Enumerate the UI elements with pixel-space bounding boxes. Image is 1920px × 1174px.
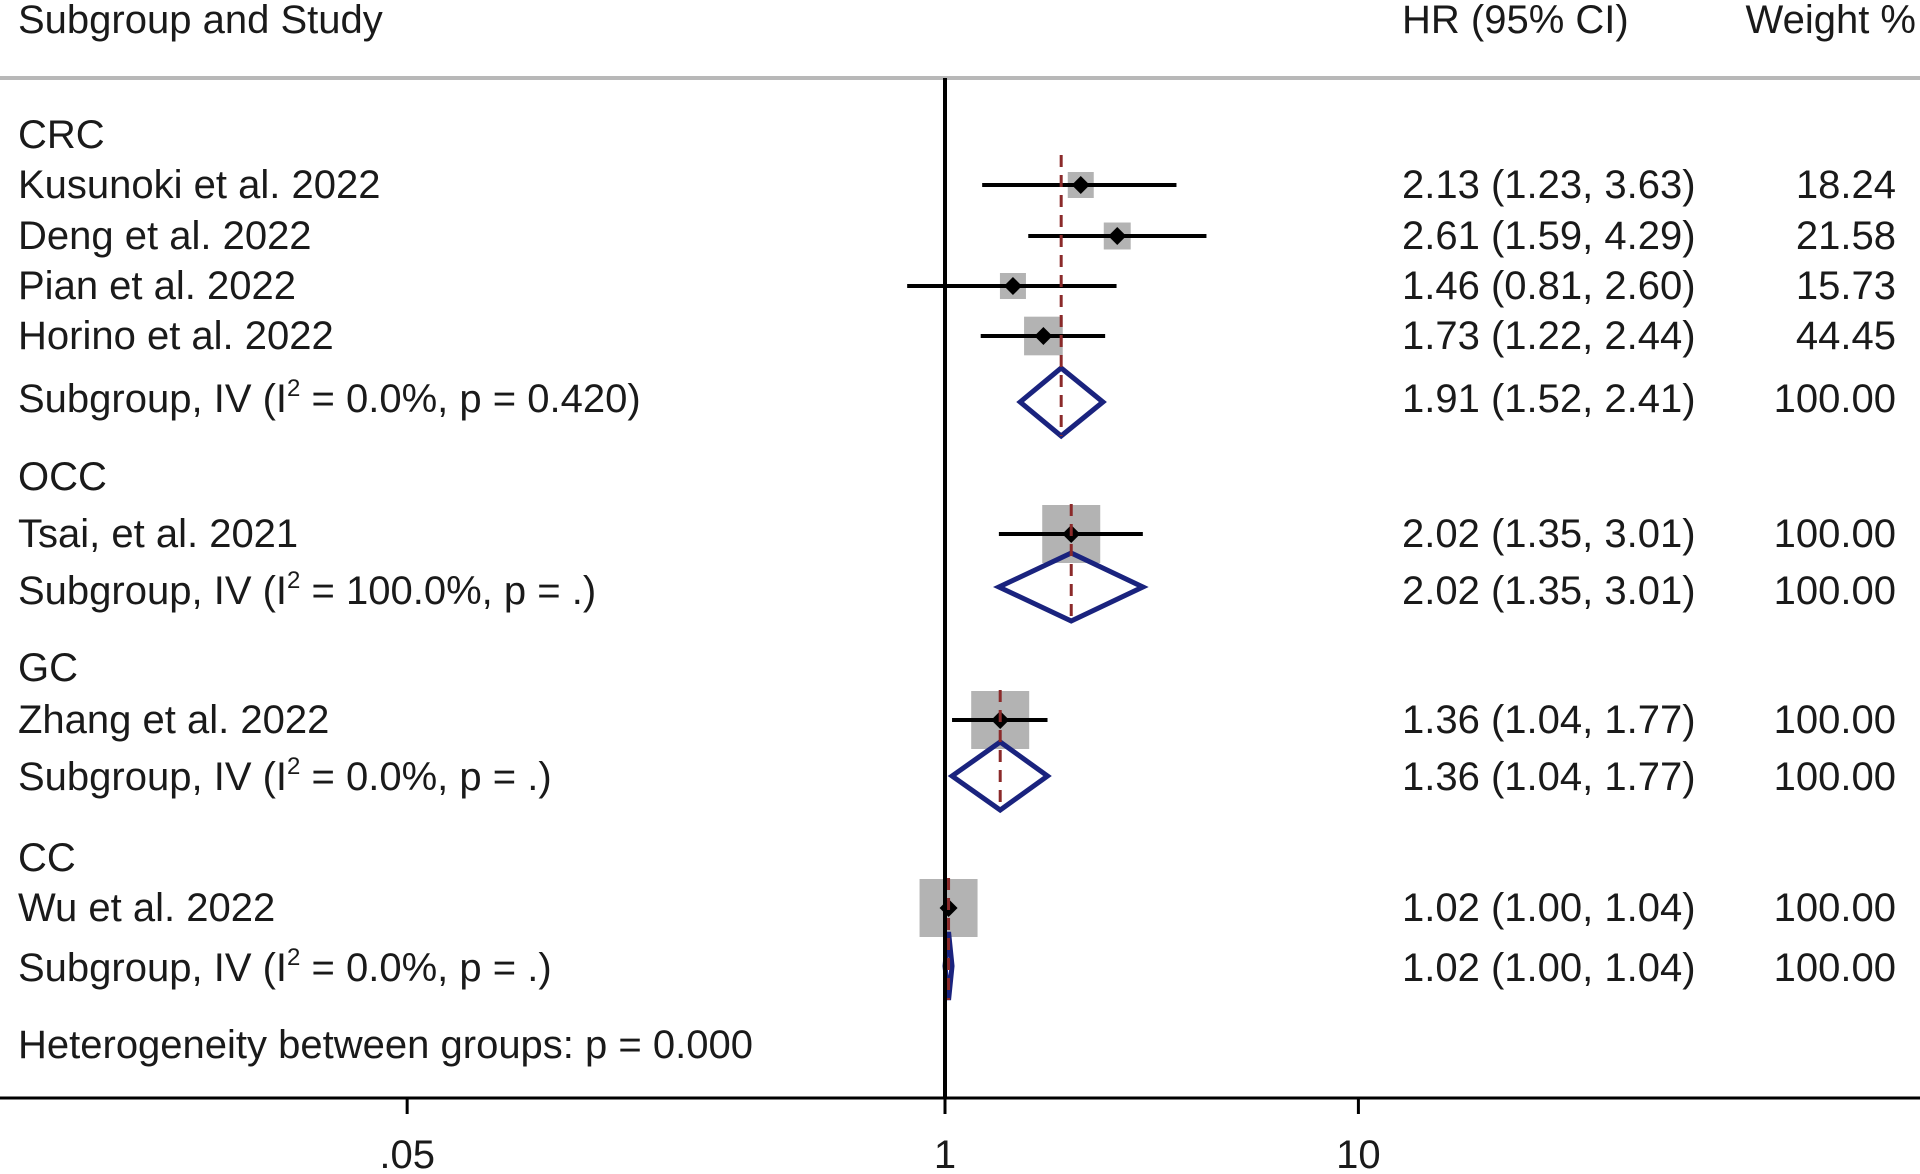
study-label: Zhang et al. 2022 bbox=[18, 698, 329, 742]
group-heading-gc: GC bbox=[18, 646, 78, 690]
point-estimate bbox=[1003, 277, 1022, 295]
group-heading-crc: CRC bbox=[18, 113, 105, 157]
header-effect: HR (95% CI) bbox=[1402, 0, 1629, 42]
subgroup-label: Subgroup, IV (I2 = 0.0%, p = 0.420) bbox=[18, 375, 641, 421]
point-estimate bbox=[1034, 327, 1053, 345]
study-weight: 18.24 bbox=[1796, 163, 1896, 207]
study-weight: 15.73 bbox=[1796, 264, 1896, 308]
study-label: Wu et al. 2022 bbox=[18, 886, 275, 930]
study-label: Deng et al. 2022 bbox=[18, 214, 312, 258]
subgroup-label-post: = 0.0%, p = .) bbox=[300, 946, 551, 990]
subgroup-label-post: = 0.0%, p = .) bbox=[300, 755, 551, 799]
header-study: Subgroup and Study bbox=[18, 0, 383, 42]
subgroup-label-superscript: 2 bbox=[287, 944, 300, 971]
point-estimate bbox=[1071, 176, 1090, 194]
study-hr-ci: 1.46 (0.81, 2.60) bbox=[1402, 264, 1696, 308]
study-weight: 21.58 bbox=[1796, 214, 1896, 258]
heterogeneity-note: Heterogeneity between groups: p = 0.000 bbox=[18, 1023, 753, 1067]
subgroup-label: Subgroup, IV (I2 = 0.0%, p = .) bbox=[18, 753, 552, 799]
study-label: Tsai, et al. 2021 bbox=[18, 512, 298, 556]
study-label: Horino et al. 2022 bbox=[18, 314, 334, 358]
point-estimate bbox=[1108, 227, 1127, 245]
study-hr-ci: 2.13 (1.23, 3.63) bbox=[1402, 163, 1696, 207]
study-weight: 100.00 bbox=[1774, 512, 1896, 556]
group-heading-cc: CC bbox=[18, 836, 76, 880]
subgroup-label-pre: Subgroup, IV (I bbox=[18, 569, 287, 613]
study-weight: 44.45 bbox=[1796, 314, 1896, 358]
study-hr-ci: 1.02 (1.00, 1.04) bbox=[1402, 886, 1696, 930]
x-tick-label: .05 bbox=[379, 1133, 435, 1174]
row-labels: CRC Kusunoki et al. 2022 2.13 (1.23, 3.63)… bbox=[18, 113, 1896, 1067]
study-label: Kusunoki et al. 2022 bbox=[18, 163, 380, 207]
study-hr-ci: 2.61 (1.59, 4.29) bbox=[1402, 214, 1696, 258]
study-hr-ci: 2.02 (1.35, 3.01) bbox=[1402, 512, 1696, 556]
subgroup-hr-ci: 2.02 (1.35, 3.01) bbox=[1402, 569, 1696, 613]
subgroup-label-pre: Subgroup, IV (I bbox=[18, 755, 287, 799]
subgroup-weight: 100.00 bbox=[1774, 755, 1896, 799]
study-weight: 100.00 bbox=[1774, 886, 1896, 930]
x-axis: .05 1 10 bbox=[0, 78, 1920, 1174]
plot-area bbox=[907, 155, 1207, 1001]
subgroup-label-superscript: 2 bbox=[287, 375, 300, 402]
pooled-diamond bbox=[947, 738, 1052, 814]
subgroup-weight: 100.00 bbox=[1774, 569, 1896, 613]
study-weight: 100.00 bbox=[1774, 698, 1896, 742]
subgroup-label-post: = 100.0%, p = .) bbox=[300, 569, 596, 613]
subgroup-label: Subgroup, IV (I2 = 100.0%, p = .) bbox=[18, 567, 596, 613]
pooled-diamond bbox=[1016, 364, 1107, 440]
pooled-diamond bbox=[993, 550, 1149, 624]
subgroup-label-pre: Subgroup, IV (I bbox=[18, 377, 287, 421]
study-label: Pian et al. 2022 bbox=[18, 264, 296, 308]
x-tick-label: 1 bbox=[934, 1133, 956, 1174]
subgroup-hr-ci: 1.02 (1.00, 1.04) bbox=[1402, 946, 1696, 990]
subgroup-label-post: = 0.0%, p = 0.420) bbox=[300, 377, 640, 421]
x-tick-label: 10 bbox=[1336, 1133, 1381, 1174]
subgroup-label-pre: Subgroup, IV (I bbox=[18, 946, 287, 990]
group-heading-occ: OCC bbox=[18, 455, 107, 499]
subgroup-weight: 100.00 bbox=[1774, 377, 1896, 421]
subgroup-label: Subgroup, IV (I2 = 0.0%, p = .) bbox=[18, 944, 552, 990]
header-weight: Weight % bbox=[1746, 0, 1916, 42]
subgroup-label-superscript: 2 bbox=[287, 753, 300, 780]
subgroup-label-superscript: 2 bbox=[287, 567, 300, 594]
subgroup-hr-ci: 1.36 (1.04, 1.77) bbox=[1402, 755, 1696, 799]
subgroup-weight: 100.00 bbox=[1774, 946, 1896, 990]
subgroup-hr-ci: 1.91 (1.52, 2.41) bbox=[1402, 377, 1696, 421]
study-hr-ci: 1.36 (1.04, 1.77) bbox=[1402, 698, 1696, 742]
study-hr-ci: 1.73 (1.22, 2.44) bbox=[1402, 314, 1696, 358]
